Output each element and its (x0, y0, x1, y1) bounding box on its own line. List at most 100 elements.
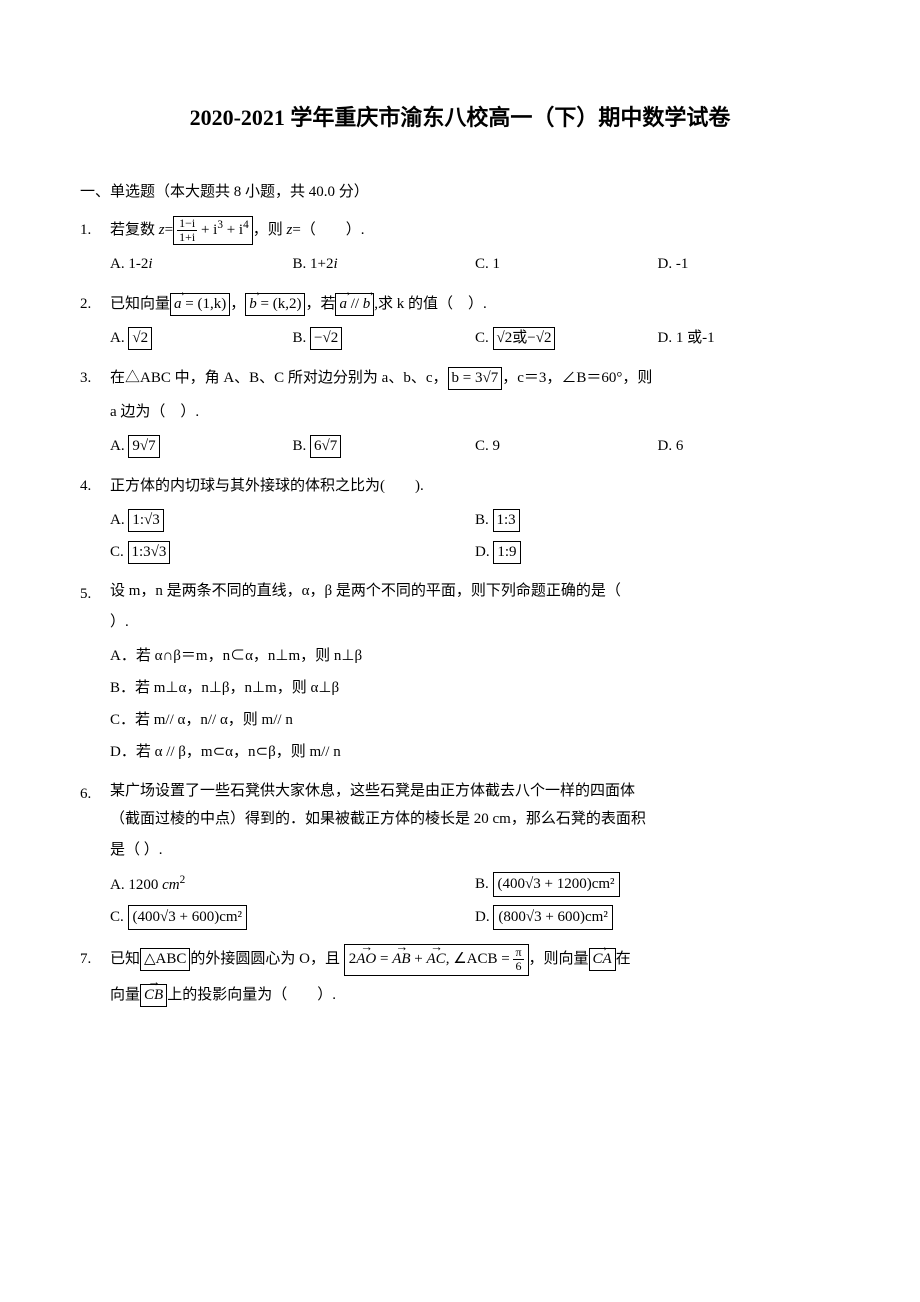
vec-letter: AC (427, 951, 446, 967)
opt-text: C．若 m// α，n// α，则 m// n (110, 705, 293, 735)
parallel: // (347, 296, 363, 312)
section-heading: 一、单选题（本大题共 8 小题，共 40.0 分） (80, 180, 840, 201)
opt-box: 1:9 (493, 541, 520, 564)
option-b: B. −√2 (293, 323, 476, 353)
options: A. 1:√3 B. 1:3 C. 1:3√3 D. 1:9 (110, 505, 840, 569)
opt-label: C. √2或−√2 (475, 323, 555, 353)
question-2: 2. 已知向量→a = (1,k)，→b = (k,2)，若→a // →b,求… (80, 289, 840, 353)
opt-box: √2或−√2 (493, 327, 556, 350)
opt-text: A．若 α∩β＝m，n⊂α，n⊥m，则 n⊥β (110, 641, 362, 671)
stem-text: ，c＝3，∠B＝60°，则 (502, 370, 652, 386)
plus: + (411, 951, 427, 967)
stem-text: 向量 (110, 987, 140, 1003)
question-stem: 正方体的内切球与其外接球的体积之比为( ). (110, 471, 840, 501)
arrow-icon: → (144, 979, 163, 985)
stem-text: 在△ABC 中，角 A、B、C 所对边分别为 a、b、c， (110, 370, 448, 386)
opt-box: (800√3 + 600)cm² (493, 905, 613, 930)
option-a: A. 1-2i (110, 249, 293, 279)
question-stem: 某广场设置了一些石凳供大家休息，这些石凳是由正方体截去八个一样的四面体 (110, 779, 840, 803)
stem-text: 的外接圆圆心为 O，且 (190, 951, 340, 967)
numer: 1−i (177, 217, 197, 231)
option-d: D. 1:9 (475, 537, 840, 567)
opt-label: B. 6√7 (293, 431, 342, 461)
formula-box: →CA (589, 948, 616, 971)
opt-text: i (333, 256, 337, 272)
vector-ca: →CA (593, 949, 612, 970)
exam-page: 2020-2021 学年重庆市渝东八校高一（下）期中数学试卷 一、单选题（本大题… (0, 0, 920, 1302)
opt-label: C. 1:3√3 (110, 537, 170, 567)
opt-label: B. (400√3 + 1200)cm² (475, 869, 620, 899)
option-c: C. 1 (475, 249, 658, 279)
opt-label: A. 1:√3 (110, 505, 164, 535)
opt-label: B. 1+2i (293, 249, 338, 279)
vector-b: →b (249, 294, 257, 315)
vec-letter: a (174, 296, 182, 312)
options: A. 1200 cm2 B. (400√3 + 1200)cm² C. (400… (110, 869, 840, 934)
fraction: π6 (513, 946, 523, 973)
vector-cb: →CB (144, 985, 163, 1006)
opt-label: A. 9√7 (110, 431, 160, 461)
numer: π (513, 946, 523, 960)
vec-value: = (k,2) (257, 296, 302, 312)
question-body: 已知△ABC的外接圆圆心为 O，且 2→AO = →AB + →AC, ∠ACB… (110, 944, 840, 1013)
formula-box: →a // →b (335, 293, 374, 316)
option-b: B. (400√3 + 1200)cm² (475, 869, 840, 900)
arrow-icon: → (593, 944, 612, 950)
option-c: C．若 m// α，n// α，则 m// n (110, 705, 840, 735)
opt-text: B. (475, 512, 493, 528)
question-stem: 已知向量→a = (1,k)，→b = (k,2)，若→a // →b,求 k … (110, 289, 840, 319)
opt-text: B. (475, 876, 493, 892)
options: A．若 α∩β＝m，n⊂α，n⊥m，则 n⊥β B．若 m⊥α，n⊥β，n⊥m，… (110, 641, 840, 767)
opt-box: √2 (128, 327, 152, 350)
opt-text: D. (475, 544, 493, 560)
question-stem-line2: a 边为（ ）. (110, 397, 840, 427)
eq: = (165, 222, 173, 238)
opt-box: 1:3 (493, 509, 520, 532)
option-a: A. √2 (110, 323, 293, 353)
opt-label: A. √2 (110, 323, 152, 353)
stem-text: 已知 (110, 951, 140, 967)
opt-text: D. 6 (658, 431, 684, 461)
opt-text: B. 1+2 (293, 256, 334, 272)
vector-ao: →AO (356, 949, 376, 970)
question-body: 已知向量→a = (1,k)，→b = (k,2)，若→a // →b,求 k … (110, 289, 840, 353)
question-number: 6. (80, 779, 110, 934)
question-1: 1. 若复数 z=1−i1+i + i3 + i4，则 z=（ ）. A. 1-… (80, 215, 840, 279)
option-d: D. 1 或-1 (658, 323, 841, 353)
opt-text: C. (110, 544, 128, 560)
option-b: B. 1:3 (475, 505, 840, 535)
stem-text: ,求 k 的值（ ）. (374, 296, 487, 312)
opt-label: B. −√2 (293, 323, 343, 353)
option-a: A. 9√7 (110, 431, 293, 461)
question-3: 3. 在△ABC 中，角 A、B、C 所对边分别为 a、b、c，b = 3√7，… (80, 363, 840, 461)
question-body: 设 m，n 是两条不同的直线，α，β 是两个不同的平面，则下列命题正确的是（ ）… (110, 579, 840, 769)
var-z: z (286, 222, 292, 238)
vector-ab: →AB (392, 949, 410, 970)
opt-label: D. (800√3 + 600)cm² (475, 902, 613, 932)
option-d: D. (800√3 + 600)cm² (475, 902, 840, 932)
option-c: C. 1:3√3 (110, 537, 475, 567)
opt-text: A. (110, 438, 128, 454)
term: + i (197, 222, 217, 238)
vector-a: →a (174, 294, 182, 315)
opt-box: 1:√3 (128, 509, 163, 532)
opt-label: B. 1:3 (475, 505, 520, 535)
opt-label: C. (400√3 + 600)cm² (110, 902, 247, 932)
opt-text: C. 1 (475, 249, 500, 279)
page-title: 2020-2021 学年重庆市渝东八校高一（下）期中数学试卷 (80, 100, 840, 132)
opt-text: B. (293, 438, 311, 454)
options: A. 1-2i B. 1+2i C. 1 D. -1 (110, 249, 840, 279)
question-number: 1. (80, 215, 110, 279)
arrow-icon: → (363, 289, 371, 295)
opt-text: C. 9 (475, 431, 500, 461)
question-number: 2. (80, 289, 110, 353)
opt-text: C. (110, 909, 128, 925)
options: A. √2 B. −√2 C. √2或−√2 D. 1 或-1 (110, 323, 840, 353)
question-4: 4. 正方体的内切球与其外接球的体积之比为( ). A. 1:√3 B. 1:3… (80, 471, 840, 569)
formula-box: △ABC (140, 948, 190, 971)
opt-box: (400√3 + 1200)cm² (493, 872, 620, 897)
arrow-icon: → (174, 289, 182, 295)
opt-box: 9√7 (128, 435, 159, 458)
opt-box: (400√3 + 600)cm² (128, 905, 248, 930)
option-c: C. 9 (475, 431, 658, 461)
